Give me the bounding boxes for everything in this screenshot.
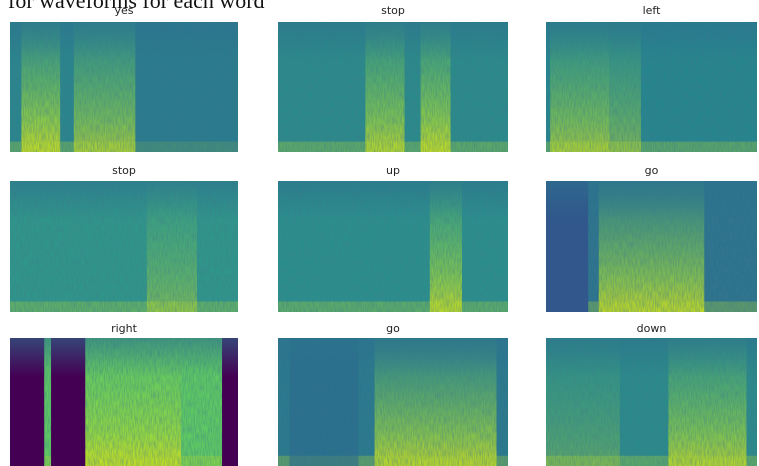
spectrogram-panel: yes (10, 4, 238, 152)
panel-title: go (386, 322, 400, 335)
top-shade (10, 181, 238, 312)
top-shade (546, 338, 757, 466)
top-shade (278, 181, 508, 312)
panel-title: yes (114, 4, 133, 17)
top-shade (278, 22, 508, 152)
figure-title: for waveforms for each word (8, 0, 265, 13)
panel-title: left (643, 4, 662, 17)
panel-title: stop (381, 4, 405, 17)
spectrogram-panel: stop (10, 164, 238, 312)
spectrogram-panel: up (278, 164, 508, 312)
panel-title: down (637, 322, 667, 335)
panel-title: up (386, 164, 400, 177)
top-shade (10, 338, 238, 466)
top-shade (546, 181, 757, 312)
spectrogram-panel: left (546, 4, 757, 152)
spectrogram-panel: down (546, 322, 757, 466)
spectrogram-panel: go (278, 322, 508, 466)
spectrogram-panel: right (10, 322, 238, 466)
panel-title: right (111, 322, 138, 335)
top-shade (546, 22, 757, 152)
top-shade (278, 338, 508, 466)
panel-title: go (645, 164, 659, 177)
spectrogram-panel: go (546, 164, 757, 312)
top-shade (10, 22, 238, 152)
panel-title: stop (112, 164, 136, 177)
spectrogram-panel: stop (278, 4, 508, 152)
